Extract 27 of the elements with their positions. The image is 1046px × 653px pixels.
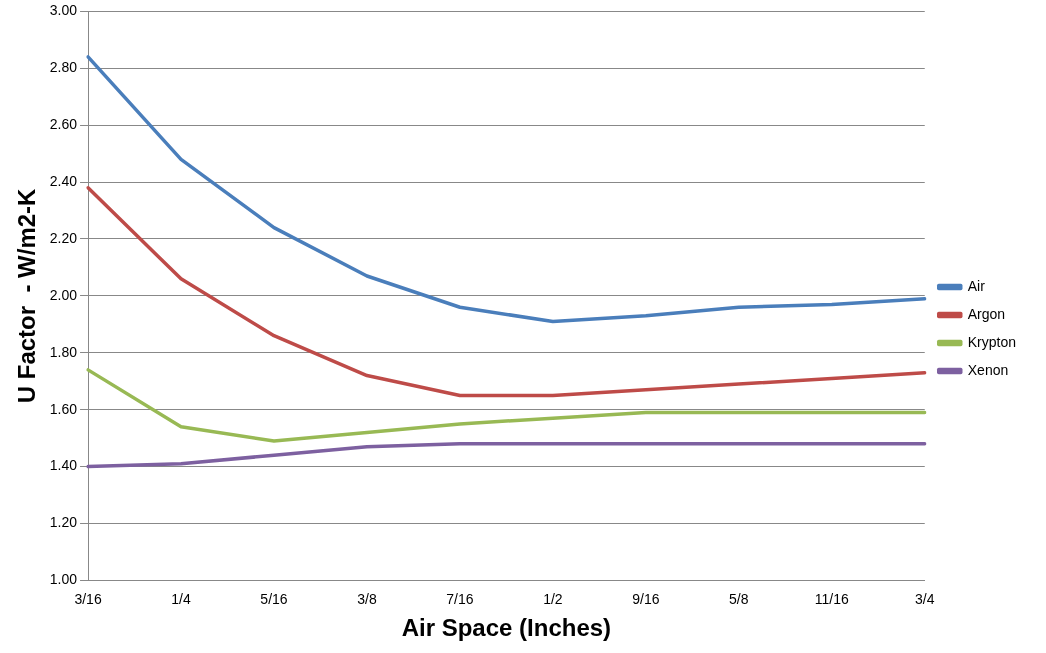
x-tick-label: 11/16 xyxy=(814,590,849,607)
y-tick-label: 3.00 xyxy=(49,2,78,19)
legend-label: Xenon xyxy=(967,361,1009,378)
legend-label: Argon xyxy=(967,305,1006,322)
y-tick-label: 2.00 xyxy=(49,286,78,303)
x-axis-title: Air Space (Inches) xyxy=(401,614,612,642)
x-tick-label: 1/4 xyxy=(171,590,191,607)
x-tick-label: 5/16 xyxy=(260,590,288,607)
legend-label: Air xyxy=(967,277,986,294)
x-tick-label: 9/16 xyxy=(632,590,660,607)
y-tick-label: 2.20 xyxy=(49,229,78,246)
y-tick-label: 1.40 xyxy=(49,457,78,474)
y-tick-label: 1.20 xyxy=(49,514,78,531)
x-tick-label: 1/2 xyxy=(543,590,563,607)
y-tick-label: 2.80 xyxy=(49,59,78,76)
y-tick-label: 2.40 xyxy=(49,172,78,189)
y-tick-label: 1.80 xyxy=(49,343,78,360)
x-tick-label: 7/16 xyxy=(446,590,474,607)
x-tick-label: 3/8 xyxy=(357,590,377,607)
x-tick-label: 5/8 xyxy=(729,590,749,607)
x-tick-label: 3/4 xyxy=(915,590,935,607)
x-tick-label: 3/16 xyxy=(74,590,102,607)
y-tick-label: 1.00 xyxy=(49,571,78,588)
y-axis-title: U Factor - W/m2-K xyxy=(13,187,41,404)
y-tick-label: 1.60 xyxy=(49,400,78,417)
y-tick-label: 2.60 xyxy=(49,116,78,133)
legend-label: Krypton xyxy=(967,333,1016,350)
